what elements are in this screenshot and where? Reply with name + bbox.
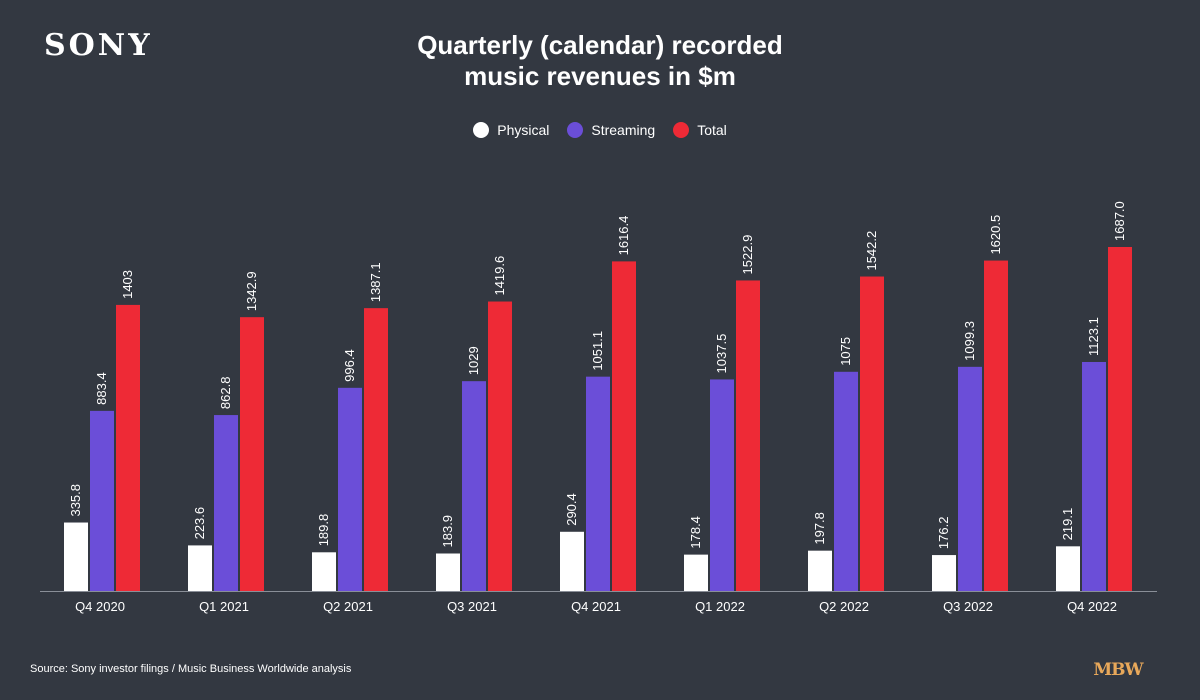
data-label-total-q2-2021: 1387.1 <box>368 262 383 302</box>
data-label-total-q2-2022: 1542.2 <box>864 231 879 271</box>
bar-streaming-q3-2022[interactable] <box>958 366 982 591</box>
x-tick-label-q2-2021: Q2 2021 <box>323 599 373 614</box>
bar-total-q3-2021[interactable] <box>488 301 512 591</box>
data-label-total-q4-2022: 1687.0 <box>1112 201 1127 241</box>
legend-label-total: Total <box>697 122 727 138</box>
legend-label-physical: Physical <box>497 122 550 138</box>
bar-physical-q1-2022[interactable] <box>684 554 708 591</box>
legend-item-total[interactable]: Total <box>673 122 727 138</box>
bar-physical-q2-2021[interactable] <box>312 552 336 591</box>
legend-item-streaming[interactable]: Streaming <box>567 122 655 138</box>
data-label-streaming-q3-2022: 1099.3 <box>962 321 977 361</box>
bar-physical-q1-2021[interactable] <box>188 545 212 591</box>
data-label-physical-q4-2020: 335.8 <box>68 484 83 517</box>
data-label-physical-q2-2021: 189.8 <box>316 514 331 547</box>
x-tick-label-q4-2021: Q4 2021 <box>571 599 621 614</box>
x-tick-label-q1-2022: Q1 2022 <box>695 599 745 614</box>
data-label-total-q1-2021: 1342.9 <box>244 271 259 311</box>
data-label-streaming-q4-2020: 883.4 <box>94 372 109 405</box>
data-label-streaming-q1-2021: 862.8 <box>218 377 233 410</box>
chart-title-line-1: Quarterly (calendar) recorded <box>417 30 783 60</box>
x-tick-label-q3-2022: Q3 2022 <box>943 599 993 614</box>
x-tick-label-q2-2022: Q2 2022 <box>819 599 869 614</box>
chart-legend: Physical Streaming Total <box>0 122 1200 138</box>
bar-streaming-q4-2020[interactable] <box>90 410 114 591</box>
bar-physical-q2-2022[interactable] <box>808 550 832 591</box>
data-label-total-q3-2021: 1419.6 <box>492 256 507 296</box>
bar-physical-q3-2022[interactable] <box>932 555 956 591</box>
data-label-total-q4-2021: 1616.4 <box>616 216 631 256</box>
chart-title-line-2: music revenues in $m <box>464 61 736 91</box>
data-label-streaming-q2-2021: 996.4 <box>342 349 357 382</box>
x-tick-label-q1-2021: Q1 2021 <box>199 599 249 614</box>
bar-total-q4-2021[interactable] <box>612 261 636 591</box>
bar-total-q1-2022[interactable] <box>736 280 760 591</box>
data-label-physical-q2-2022: 197.8 <box>812 512 827 545</box>
bar-streaming-q1-2021[interactable] <box>214 415 238 591</box>
data-label-streaming-q3-2021: 1029 <box>466 346 481 375</box>
x-tick-label-q4-2022: Q4 2022 <box>1067 599 1117 614</box>
bar-total-q4-2020[interactable] <box>116 304 140 591</box>
data-label-physical-q3-2021: 183.9 <box>440 515 455 548</box>
bar-streaming-q2-2022[interactable] <box>834 371 858 591</box>
bar-physical-q3-2021[interactable] <box>436 553 460 591</box>
bar-total-q4-2022[interactable] <box>1108 247 1132 591</box>
source-note: Source: Sony investor filings / Music Bu… <box>30 663 352 675</box>
legend-label-streaming: Streaming <box>591 122 656 138</box>
sony-logo: SONY <box>44 28 153 63</box>
x-tick-label-q4-2020: Q4 2020 <box>75 599 125 614</box>
data-label-total-q4-2020: 1403 <box>120 270 135 299</box>
bar-total-q2-2021[interactable] <box>364 308 388 591</box>
bar-streaming-q3-2021[interactable] <box>462 381 486 591</box>
data-label-physical-q4-2021: 290.4 <box>564 493 579 526</box>
legend-swatch-streaming <box>567 122 584 138</box>
bar-physical-q4-2022[interactable] <box>1056 546 1080 591</box>
data-label-streaming-q2-2022: 1075 <box>838 337 853 366</box>
data-label-physical-q1-2021: 223.6 <box>192 507 207 540</box>
bar-physical-q4-2021[interactable] <box>560 531 584 591</box>
data-label-physical-q1-2022: 178.4 <box>688 516 703 549</box>
bar-streaming-q4-2022[interactable] <box>1082 361 1106 591</box>
chart-title: Quarterly (calendar) recorded music reve… <box>300 30 900 92</box>
bar-total-q2-2022[interactable] <box>860 276 884 591</box>
legend-swatch-total <box>673 122 690 138</box>
mbw-logo: MBW <box>1093 660 1143 680</box>
data-label-physical-q3-2022: 176.2 <box>936 517 951 550</box>
bar-streaming-q1-2022[interactable] <box>710 379 734 591</box>
legend-item-physical[interactable]: Physical <box>473 122 549 138</box>
data-label-total-q1-2022: 1522.9 <box>740 235 755 275</box>
data-label-streaming-q4-2021: 1051.1 <box>590 331 605 371</box>
data-label-streaming-q1-2022: 1037.5 <box>714 334 729 374</box>
bar-total-q1-2021[interactable] <box>240 317 264 591</box>
bar-total-q3-2022[interactable] <box>984 260 1008 591</box>
bar-streaming-q4-2021[interactable] <box>586 376 610 591</box>
bar-physical-q4-2020[interactable] <box>64 522 88 591</box>
bar-streaming-q2-2021[interactable] <box>338 387 362 591</box>
data-label-total-q3-2022: 1620.5 <box>988 215 1003 255</box>
x-tick-label-q3-2021: Q3 2021 <box>447 599 497 614</box>
data-label-streaming-q4-2022: 1123.1 <box>1086 317 1101 356</box>
legend-swatch-physical <box>473 122 490 138</box>
data-label-physical-q4-2022: 219.1 <box>1060 508 1075 541</box>
